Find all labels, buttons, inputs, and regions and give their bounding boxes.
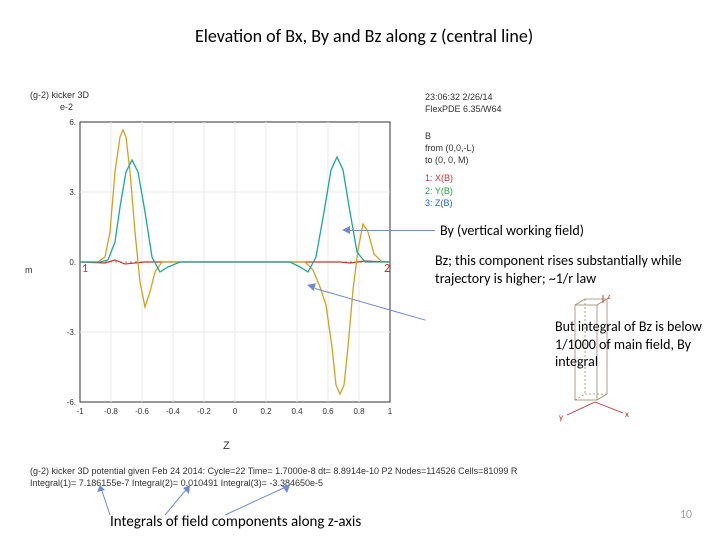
meta-software: FlexPDE 6.35/W64 <box>425 104 502 116</box>
svg-text:3.: 3. <box>69 188 76 197</box>
svg-text:-0.8: -0.8 <box>104 407 118 416</box>
annot-by: By (vertical working field) <box>440 222 584 240</box>
svg-text:y: y <box>559 412 564 423</box>
legend-item-3: 3: Z(B) <box>425 197 475 209</box>
x-axis-label: Z <box>223 440 230 452</box>
page-number: 10 <box>680 508 692 522</box>
svg-text:0.2: 0.2 <box>260 407 272 416</box>
svg-text:1: 1 <box>82 262 88 276</box>
svg-text:0.4: 0.4 <box>291 407 303 416</box>
svg-text:-1: -1 <box>76 407 84 416</box>
svg-text:-3.: -3. <box>67 328 76 337</box>
svg-text:-0.6: -0.6 <box>135 407 149 416</box>
main-plot: (g-2) kicker 3D e-2 -1 -0.8 -0.6 -0.4 -0… <box>30 90 410 460</box>
svg-text:z: z <box>607 295 611 302</box>
svg-text:2: 2 <box>384 262 390 276</box>
plot-subtitle-left: (g-2) kicker 3D <box>30 90 89 100</box>
svg-text:6.: 6. <box>69 118 76 127</box>
annot-bz: Bz; this component rises substantially w… <box>435 252 710 287</box>
svg-text:1: 1 <box>388 407 393 416</box>
arrow-by <box>350 230 435 231</box>
y-axis-label: m <box>25 265 33 275</box>
svg-text:0.8: 0.8 <box>353 407 365 416</box>
plot-exponent: e-2 <box>60 102 73 112</box>
legend-item-1: 1: X(B) <box>425 172 475 184</box>
footer-line1: (g-2) kicker 3D potential given Feb 24 2… <box>30 465 517 477</box>
svg-text:-0.2: -0.2 <box>197 407 211 416</box>
plot-legend: B from (0,0,-L) to (0, 0, M) 1: X(B) 2: … <box>425 130 475 209</box>
legend-item-2: 2: Y(B) <box>425 185 475 197</box>
chart-svg: -1 -0.8 -0.6 -0.4 -0.2 0 0.2 0.4 0.6 0.8… <box>50 112 410 432</box>
legend-sub2: to (0, 0, M) <box>425 154 475 166</box>
slide-title: Elevation of Bx, By and Bz along z (cent… <box>195 25 533 47</box>
arrow-by-head <box>342 226 350 234</box>
svg-text:-6.: -6. <box>67 398 76 407</box>
meta-time: 23:06:32 2/26/14 <box>425 92 502 104</box>
integrals-caption: Integrals of field components along z-ax… <box>110 513 361 532</box>
legend-header: B <box>425 130 475 142</box>
svg-text:0.: 0. <box>69 258 76 267</box>
plot-meta: 23:06:32 2/26/14 FlexPDE 6.35/W64 <box>425 92 502 115</box>
svg-text:0: 0 <box>233 407 238 416</box>
svg-text:0.6: 0.6 <box>322 407 334 416</box>
svg-text:-0.4: -0.4 <box>166 407 180 416</box>
annot-integral-note: But integral of Bz is below 1/1000 of ma… <box>555 318 710 371</box>
legend-sub1: from (0,0,-L) <box>425 142 475 154</box>
svg-text:x: x <box>625 409 629 420</box>
